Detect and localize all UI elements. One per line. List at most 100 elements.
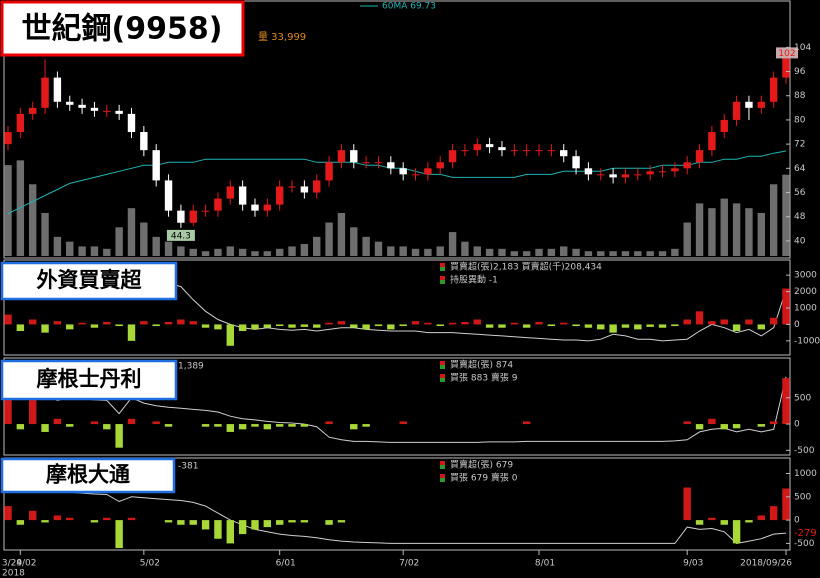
candle-body — [485, 144, 494, 148]
x-tick-label: 9/03 — [683, 559, 703, 569]
x-tick-label: 8/01 — [535, 559, 555, 569]
bar — [226, 520, 234, 544]
bar — [189, 321, 197, 325]
candle-body — [189, 210, 197, 223]
candle-body — [140, 132, 148, 151]
volume-bar — [28, 184, 37, 256]
bar — [325, 322, 333, 325]
bar — [695, 520, 704, 525]
y-tick-label: 500 — [794, 492, 811, 502]
last-label-box — [776, 47, 798, 59]
bar — [238, 324, 247, 331]
ma-line — [7, 150, 787, 215]
volume-bar — [53, 236, 62, 256]
bar — [164, 424, 173, 427]
candle-body — [411, 174, 420, 176]
panel-label-box — [0, 261, 178, 301]
candle-body — [609, 174, 617, 178]
side-readout: 1,389 — [178, 362, 204, 372]
candle-body — [782, 53, 790, 78]
candle-body — [313, 180, 321, 193]
bar — [473, 319, 481, 325]
volume-bar — [251, 251, 259, 256]
bar — [708, 517, 716, 521]
bar — [535, 321, 543, 325]
bar — [288, 520, 296, 523]
volume-bar — [609, 251, 617, 256]
y-tick-label: 64 — [794, 164, 806, 174]
volume-bar — [140, 222, 148, 256]
y-tick-label: 0 — [794, 320, 800, 330]
bar — [350, 324, 358, 328]
bar — [597, 324, 605, 330]
bar — [226, 324, 234, 346]
candle-body — [732, 101, 741, 120]
bar — [782, 378, 790, 425]
bar — [115, 324, 123, 327]
candle-body — [16, 113, 25, 133]
volume-bar — [560, 246, 568, 256]
bar — [90, 324, 99, 328]
candle-body — [634, 174, 642, 176]
candle-body — [214, 198, 222, 211]
y-tick-label: 500 — [794, 393, 811, 403]
bar — [609, 324, 617, 333]
volume-bar — [300, 244, 309, 256]
candle-body — [103, 110, 111, 112]
bar — [769, 317, 778, 325]
volume-bar — [769, 184, 778, 256]
candle-body — [597, 174, 605, 176]
volume-bar — [103, 248, 111, 256]
low-label: 44.3 — [171, 231, 191, 241]
candle-body — [757, 101, 766, 108]
bar — [251, 324, 259, 330]
volume-bar — [671, 248, 679, 256]
readout-icon — [440, 361, 445, 365]
volume-bar — [78, 246, 86, 256]
volume-bar — [757, 212, 766, 256]
bar — [720, 424, 728, 430]
bar — [214, 424, 222, 427]
bar — [362, 424, 370, 427]
marks: 44.3 102 40 48 56 64 72 80 88 96 104 3/294/02 5/02 6/… — [2, 43, 820, 569]
bar — [288, 324, 296, 328]
volume-bar — [226, 246, 234, 256]
bar — [127, 517, 136, 521]
volume-bar — [510, 251, 519, 256]
bar — [152, 421, 160, 425]
bar — [90, 421, 99, 425]
candle-body — [374, 162, 383, 164]
line-end-label: -279 — [794, 528, 817, 539]
bar — [4, 314, 12, 325]
candle-body — [621, 174, 630, 178]
bar — [695, 311, 704, 325]
x-tick-label: 2018/09/26 — [740, 559, 792, 569]
bar — [782, 288, 790, 325]
candle-body — [473, 144, 481, 151]
bar — [214, 520, 222, 539]
volume-bar — [152, 236, 160, 256]
y-tick-label: -1000 — [794, 336, 820, 346]
bar — [769, 421, 778, 425]
bar — [671, 324, 679, 327]
bar — [708, 321, 716, 325]
y-tick-label: 72 — [794, 140, 805, 150]
volume-bar — [263, 251, 272, 256]
readout-icon — [440, 280, 445, 284]
bar — [28, 376, 37, 425]
bar — [313, 324, 321, 328]
bar — [745, 520, 753, 523]
bar — [584, 324, 593, 328]
bar — [115, 520, 123, 549]
candle-body — [584, 168, 593, 175]
volume-bar — [201, 251, 210, 256]
bar — [28, 319, 37, 325]
bar — [41, 324, 49, 333]
bar — [572, 324, 580, 327]
volume-bar — [708, 208, 716, 256]
volume-bar — [745, 208, 753, 256]
bar — [732, 324, 741, 331]
bar — [263, 424, 272, 430]
